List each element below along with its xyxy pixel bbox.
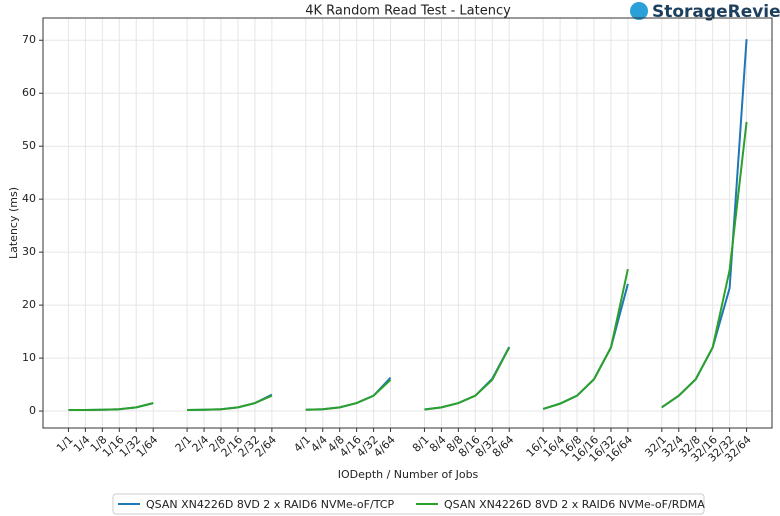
y-tick-label: 30 bbox=[22, 245, 36, 258]
logo: StorageReview bbox=[652, 2, 780, 22]
legend-label: QSAN XN4226D 8VD 2 x RAID6 NVMe-oF/TCP bbox=[146, 498, 394, 511]
legend-box bbox=[112, 493, 705, 515]
y-tick-label: 70 bbox=[22, 33, 36, 46]
x-axis-label: IODepth / Number of Jobs bbox=[338, 468, 479, 481]
legend-label: QSAN XN4226D 8VD 2 x RAID6 NVMe-oF/RDMA bbox=[444, 498, 705, 511]
line bbox=[68, 121, 748, 411]
y-axis-label: Latency (ms) bbox=[7, 187, 20, 259]
y-tick-label: 20 bbox=[22, 298, 36, 311]
plot-frame bbox=[42, 17, 773, 429]
chart-title: 4K Random Read Test - Latency bbox=[305, 4, 511, 19]
y-tick-label: 50 bbox=[22, 139, 36, 152]
y-tick-label: 0 bbox=[29, 404, 36, 417]
line bbox=[68, 39, 748, 411]
y-tick-label: 10 bbox=[22, 351, 36, 364]
y-tick-label: 60 bbox=[22, 86, 36, 99]
y-tick-label: 40 bbox=[22, 192, 36, 205]
logo-icon bbox=[630, 2, 648, 20]
